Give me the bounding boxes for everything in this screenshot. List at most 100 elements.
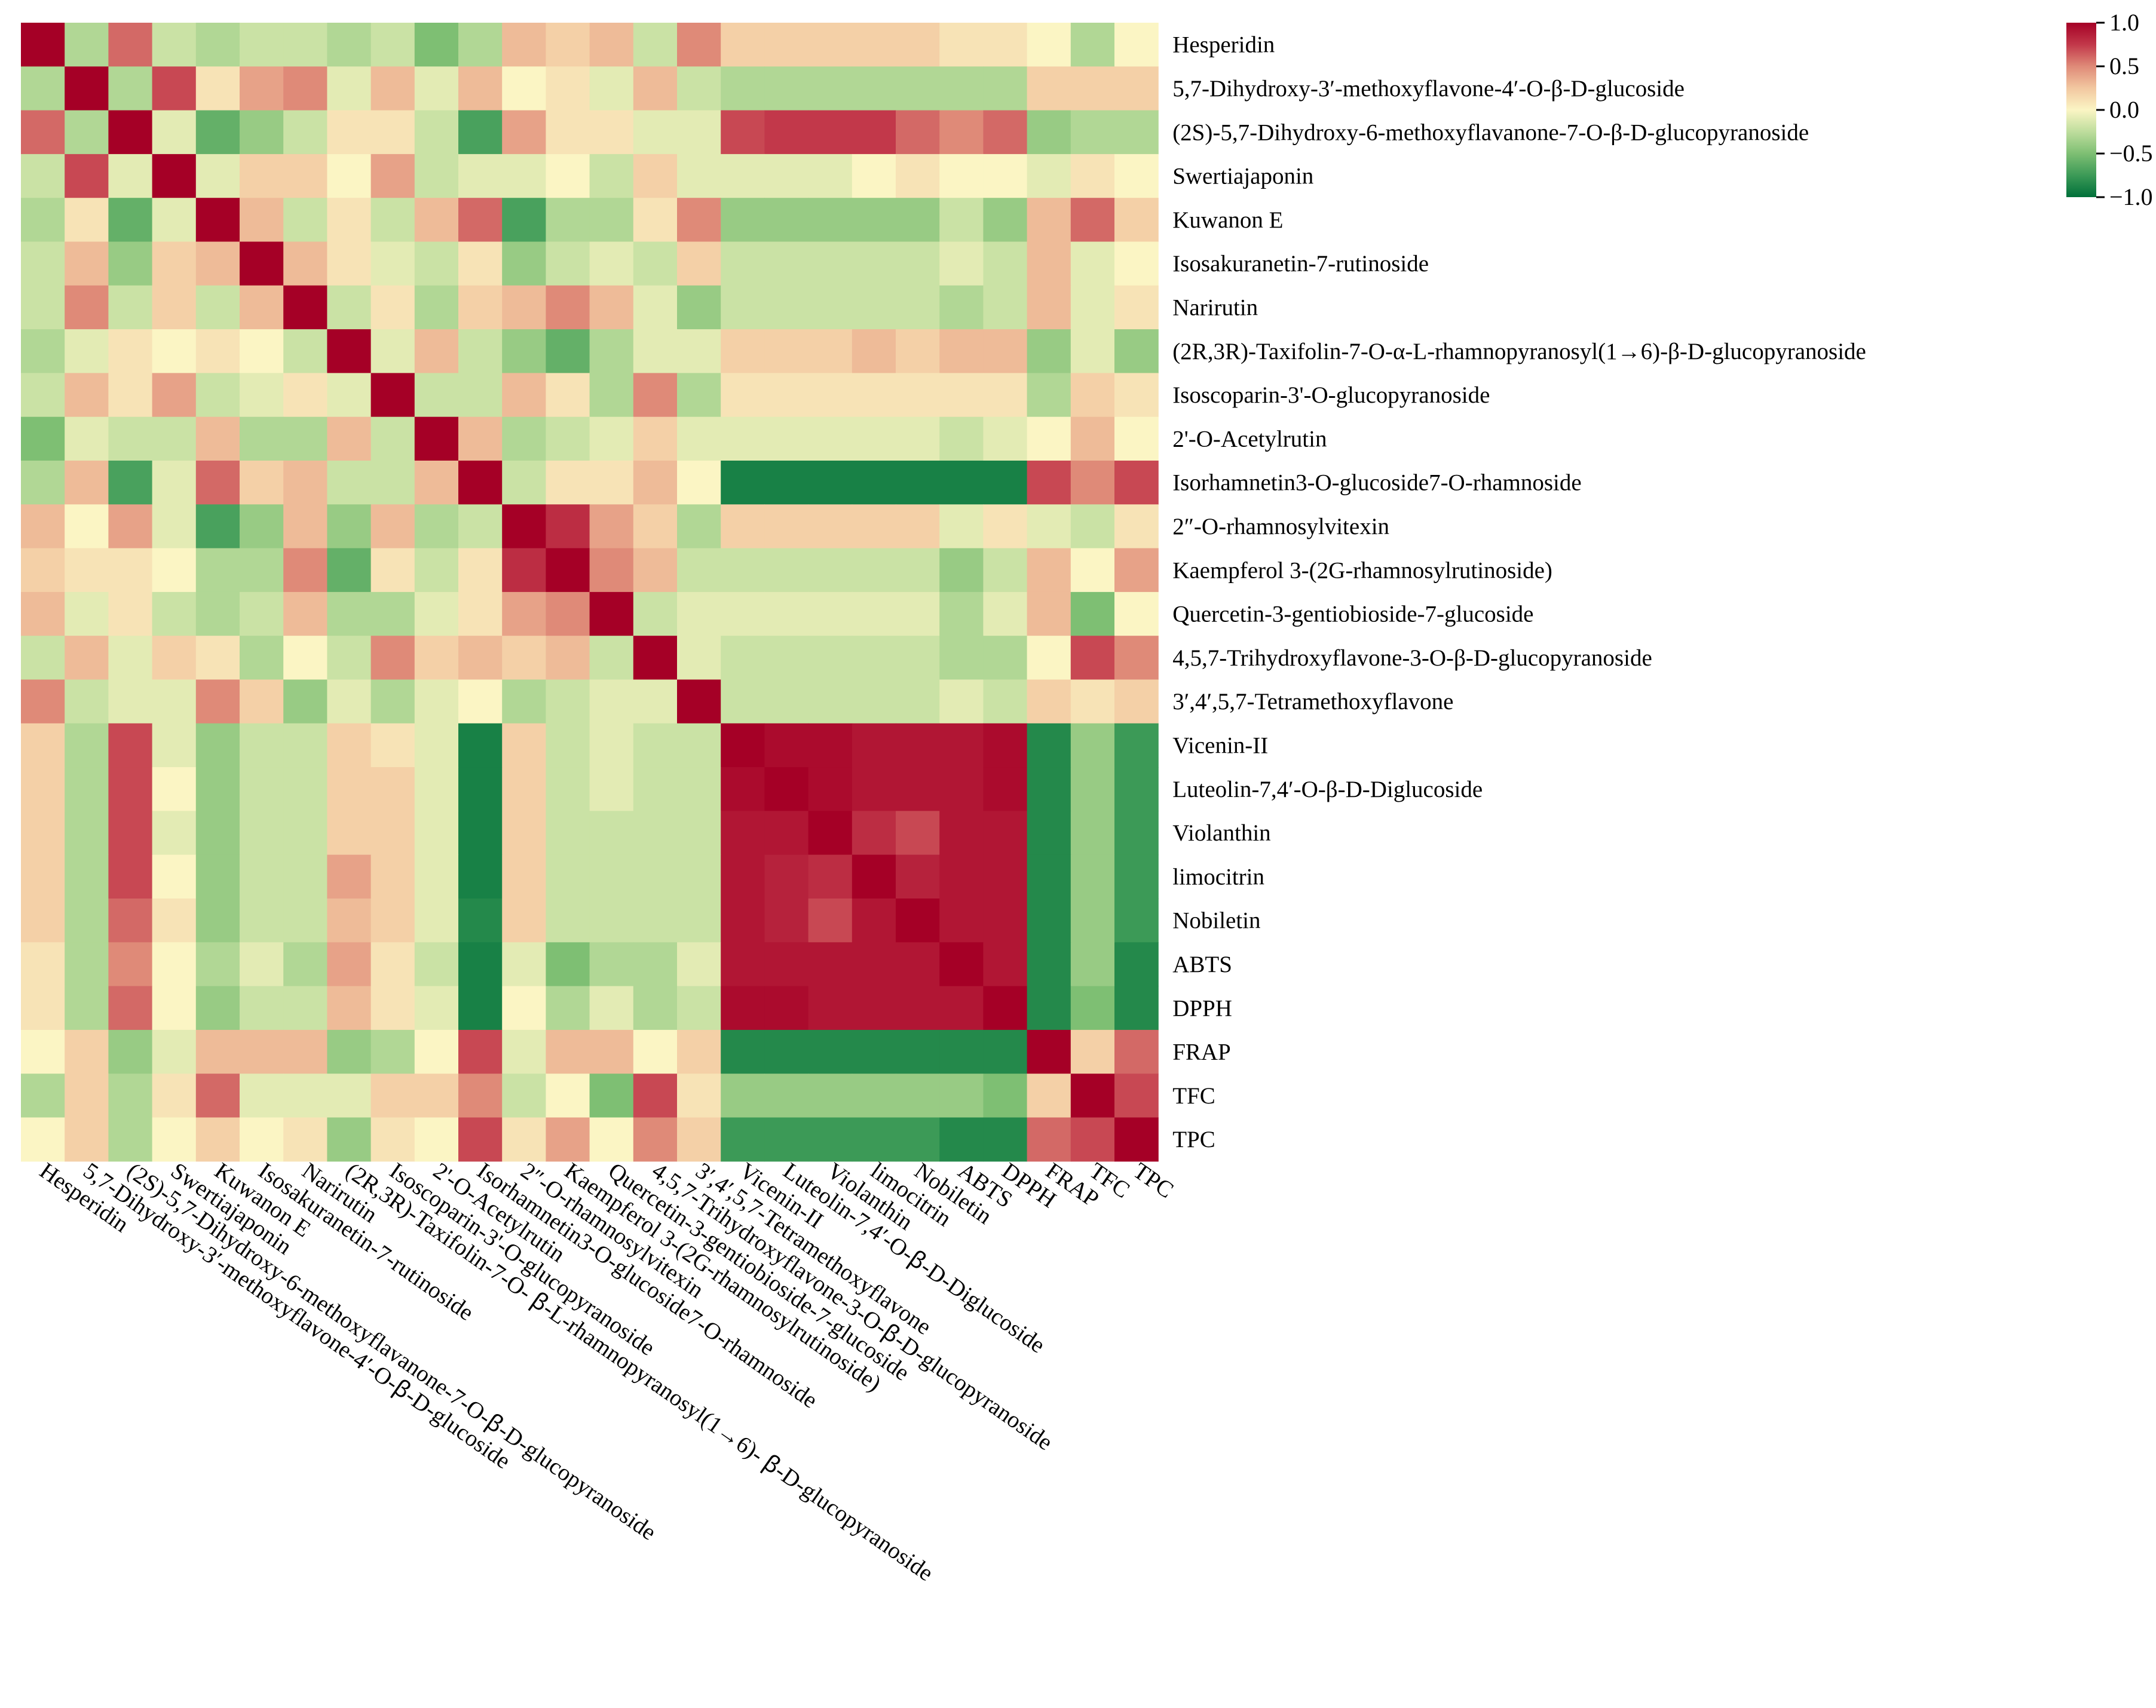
- heatmap-cell: [283, 110, 327, 155]
- heatmap-cell: [1027, 679, 1071, 724]
- heatmap-cell: [283, 591, 327, 636]
- heatmap-cell: [677, 504, 721, 549]
- heatmap-cell: [896, 154, 940, 198]
- heatmap-cell: [327, 942, 372, 987]
- heatmap-cell: [764, 723, 809, 768]
- heatmap-cell: [983, 548, 1028, 593]
- heatmap-cell: [589, 854, 634, 899]
- heatmap-cell: [108, 198, 153, 243]
- heatmap-cell: [370, 636, 415, 680]
- heatmap-cell: [283, 811, 327, 855]
- heatmap-cell: [195, 767, 240, 811]
- heatmap-cell: [240, 110, 284, 155]
- heatmap-cell: [21, 285, 65, 330]
- y-tick-label: Isoscoparin-3'-O-glucopyranoside: [1172, 382, 1490, 408]
- heatmap-cell: [721, 679, 765, 724]
- heatmap-cell: [1027, 899, 1071, 943]
- heatmap-cell: [764, 636, 809, 680]
- heatmap-cell: [939, 986, 984, 1031]
- heatmap-cell: [939, 679, 984, 724]
- heatmap-cell: [677, 66, 721, 111]
- heatmap-cell: [939, 241, 984, 286]
- heatmap-cell: [896, 1074, 940, 1118]
- heatmap-cell: [589, 198, 634, 243]
- heatmap-cell: [108, 679, 153, 724]
- heatmap-cell: [939, 767, 984, 811]
- heatmap-cell: [21, 899, 65, 943]
- heatmap-cell: [152, 504, 197, 549]
- heatmap-cell: [327, 811, 372, 855]
- heatmap-cell: [240, 636, 284, 680]
- heatmap-cell: [283, 986, 327, 1031]
- heatmap-cell: [677, 23, 721, 67]
- heatmap-cell: [1027, 854, 1071, 899]
- y-tick-label: Quercetin-3-gentiobioside-7-glucoside: [1172, 602, 1533, 627]
- heatmap-cell: [852, 1117, 896, 1162]
- heatmap-cell: [633, 899, 678, 943]
- heatmap-cell: [1027, 198, 1071, 243]
- heatmap-cell: [939, 1117, 984, 1162]
- heatmap-cell: [327, 416, 372, 461]
- heatmap-cell: [589, 986, 634, 1031]
- heatmap-cell: [21, 986, 65, 1031]
- heatmap-cell: [1070, 285, 1115, 330]
- heatmap-cell: [983, 1074, 1028, 1118]
- heatmap-cell: [1114, 1117, 1159, 1162]
- heatmap-cell: [1114, 154, 1159, 198]
- heatmap-cell: [764, 461, 809, 505]
- heatmap-cell: [677, 461, 721, 505]
- heatmap-cell: [458, 241, 503, 286]
- heatmap-cell: [283, 1029, 327, 1074]
- heatmap-cell: [852, 66, 896, 111]
- heatmap-cell: [370, 811, 415, 855]
- heatmap-cell: [546, 723, 590, 768]
- heatmap-cell: [589, 723, 634, 768]
- heatmap-cell: [458, 1029, 503, 1074]
- heatmap-cell: [677, 591, 721, 636]
- heatmap-cell: [414, 66, 459, 111]
- heatmap-cell: [939, 198, 984, 243]
- heatmap-cell: [414, 548, 459, 593]
- heatmap-cell: [195, 1117, 240, 1162]
- heatmap-cell: [721, 591, 765, 636]
- y-tick-label: Isorhamnetin3-O-glucoside7-O-rhamnoside: [1172, 470, 1581, 496]
- heatmap-cell: [983, 986, 1028, 1031]
- heatmap-cell: [1114, 811, 1159, 855]
- heatmap-cell: [152, 767, 197, 811]
- heatmap-cell: [414, 679, 459, 724]
- heatmap-cell: [502, 23, 546, 67]
- heatmap-cell: [108, 23, 153, 67]
- heatmap-cell: [896, 986, 940, 1031]
- heatmap-cell: [677, 548, 721, 593]
- heatmap-cell: [502, 416, 546, 461]
- heatmap-cell: [502, 241, 546, 286]
- heatmap-cell: [1070, 986, 1115, 1031]
- heatmap-cell: [939, 1074, 984, 1118]
- heatmap-cell: [808, 1117, 853, 1162]
- heatmap-cell: [458, 723, 503, 768]
- heatmap-cell: [808, 416, 853, 461]
- heatmap-cell: [1114, 373, 1159, 418]
- heatmap-cell: [65, 942, 109, 987]
- heatmap-cell: [1114, 899, 1159, 943]
- heatmap-cell: [195, 986, 240, 1031]
- heatmap-cell: [21, 1074, 65, 1118]
- heatmap-cell: [764, 942, 809, 987]
- y-tick-label: Violanthin: [1172, 820, 1270, 846]
- y-tick-label: (2R,3R)-Taxifolin-7-O-α-L-rhamnopyranosy…: [1172, 339, 1866, 364]
- heatmap-cell: [283, 942, 327, 987]
- heatmap-cell: [1114, 679, 1159, 724]
- heatmap-cell: [721, 110, 765, 155]
- heatmap-cell: [633, 373, 678, 418]
- heatmap-cell: [546, 373, 590, 418]
- heatmap-cell: [108, 548, 153, 593]
- heatmap-cell: [195, 548, 240, 593]
- heatmap-cell: [370, 986, 415, 1031]
- heatmap-cell: [983, 767, 1028, 811]
- heatmap-cell: [21, 461, 65, 505]
- heatmap-cell: [370, 66, 415, 111]
- heatmap-cell: [1070, 198, 1115, 243]
- heatmap-cell: [1027, 723, 1071, 768]
- heatmap-cell: [1114, 241, 1159, 286]
- heatmap-cell: [65, 811, 109, 855]
